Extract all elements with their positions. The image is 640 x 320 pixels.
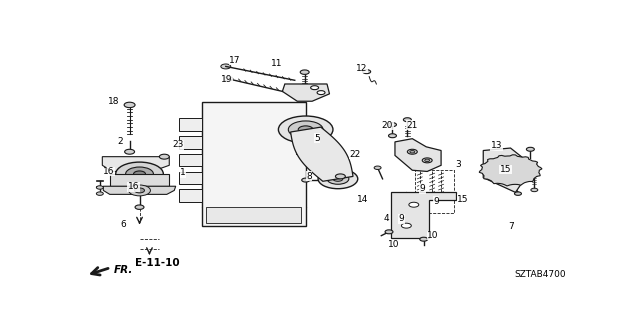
Polygon shape — [179, 118, 202, 131]
Circle shape — [425, 159, 429, 162]
Text: 9: 9 — [399, 214, 404, 223]
Polygon shape — [202, 102, 306, 226]
Text: SZTAB4700: SZTAB4700 — [515, 270, 566, 279]
Text: 15: 15 — [500, 165, 511, 174]
Circle shape — [401, 223, 412, 228]
Text: 5: 5 — [314, 134, 320, 143]
Polygon shape — [392, 192, 456, 238]
Circle shape — [298, 126, 313, 133]
Text: 9: 9 — [433, 196, 439, 205]
Circle shape — [388, 123, 396, 127]
Polygon shape — [207, 207, 301, 223]
Circle shape — [125, 167, 154, 181]
Text: E-11-10: E-11-10 — [134, 258, 179, 268]
Text: 10: 10 — [388, 240, 399, 249]
Text: 8: 8 — [307, 172, 312, 181]
Circle shape — [374, 166, 381, 170]
Circle shape — [129, 185, 150, 196]
Circle shape — [310, 86, 319, 90]
Circle shape — [515, 192, 522, 195]
Circle shape — [363, 70, 371, 74]
Circle shape — [97, 186, 103, 189]
Polygon shape — [479, 155, 542, 186]
Circle shape — [502, 166, 520, 175]
Text: 10: 10 — [428, 231, 439, 240]
Circle shape — [526, 147, 534, 151]
Polygon shape — [483, 148, 525, 192]
Circle shape — [409, 202, 419, 207]
Polygon shape — [282, 84, 330, 101]
Text: 13: 13 — [491, 141, 502, 150]
Text: 3: 3 — [455, 160, 461, 169]
Text: 1: 1 — [180, 168, 186, 177]
Circle shape — [327, 173, 349, 184]
Polygon shape — [296, 140, 316, 154]
Text: 22: 22 — [349, 150, 361, 159]
Text: 12: 12 — [356, 64, 367, 73]
Polygon shape — [103, 186, 176, 194]
Text: 14: 14 — [357, 195, 369, 204]
Text: 4: 4 — [384, 214, 389, 223]
Circle shape — [300, 70, 309, 74]
Circle shape — [125, 149, 134, 154]
Text: 7: 7 — [509, 222, 515, 231]
Text: 19: 19 — [221, 75, 232, 84]
Circle shape — [410, 150, 415, 153]
Circle shape — [385, 230, 393, 234]
Text: 6: 6 — [121, 220, 127, 229]
Text: 23: 23 — [173, 140, 184, 149]
Circle shape — [407, 149, 417, 154]
Polygon shape — [179, 172, 202, 184]
Circle shape — [159, 154, 169, 159]
Circle shape — [134, 171, 145, 177]
Circle shape — [97, 192, 103, 195]
Text: FR.: FR. — [114, 265, 133, 275]
Circle shape — [301, 178, 310, 182]
Polygon shape — [291, 127, 353, 181]
Circle shape — [135, 205, 144, 209]
Circle shape — [317, 91, 325, 95]
Circle shape — [531, 188, 538, 192]
Text: 16: 16 — [128, 182, 140, 191]
Text: 20: 20 — [382, 121, 393, 130]
Text: 9: 9 — [419, 184, 425, 193]
Circle shape — [134, 188, 145, 193]
Text: 11: 11 — [271, 59, 282, 68]
Polygon shape — [179, 136, 202, 148]
Circle shape — [531, 173, 538, 177]
Circle shape — [278, 116, 333, 143]
Circle shape — [388, 134, 396, 138]
Circle shape — [333, 176, 343, 181]
Circle shape — [288, 121, 323, 138]
Polygon shape — [179, 189, 202, 202]
Circle shape — [221, 64, 231, 69]
Polygon shape — [395, 139, 441, 172]
Circle shape — [318, 169, 358, 189]
Circle shape — [124, 102, 135, 108]
Text: 17: 17 — [229, 56, 241, 65]
Polygon shape — [110, 174, 169, 186]
Text: 21: 21 — [406, 121, 418, 130]
Circle shape — [420, 237, 428, 241]
Polygon shape — [102, 157, 169, 172]
Text: 2: 2 — [117, 137, 122, 146]
Polygon shape — [179, 154, 202, 166]
Text: 15: 15 — [457, 195, 468, 204]
Circle shape — [116, 162, 163, 186]
Circle shape — [422, 158, 432, 163]
Circle shape — [493, 162, 528, 179]
Circle shape — [335, 174, 346, 179]
Text: 16: 16 — [103, 167, 115, 176]
Bar — [415, 170, 454, 213]
Circle shape — [224, 77, 233, 81]
Text: 18: 18 — [108, 98, 120, 107]
Circle shape — [403, 118, 412, 122]
